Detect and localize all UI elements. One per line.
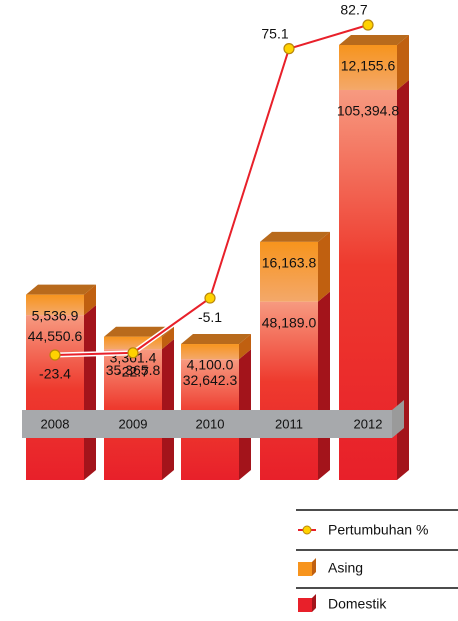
legend-marker	[302, 525, 312, 535]
bar	[26, 294, 84, 316]
data-label: 16,163.8	[262, 255, 317, 271]
legend: Pertumbuhan % Asing Domestik	[296, 509, 458, 612]
x-tick-label: 2008	[41, 416, 70, 431]
data-label: 5,536.9	[32, 307, 79, 323]
legend-swatch-3d	[312, 594, 316, 612]
legend-swatch	[298, 598, 312, 612]
bar-top	[339, 35, 409, 45]
bar	[181, 344, 239, 360]
bar	[260, 241, 318, 302]
bar-side	[84, 284, 96, 316]
bar	[260, 301, 318, 480]
bar-side	[397, 35, 409, 90]
data-label: 105,394.8	[337, 103, 399, 119]
bar-top	[181, 334, 251, 345]
bar-side	[162, 326, 174, 350]
data-label: 4,100.0	[187, 357, 234, 373]
data-label: -22.7	[117, 364, 149, 380]
bar-side	[318, 291, 330, 480]
bar-top	[260, 231, 330, 242]
bar-side	[162, 339, 174, 480]
legend-label: Asing	[328, 560, 363, 576]
data-label: 75.1	[261, 25, 288, 41]
bar-side	[84, 305, 96, 480]
bar	[339, 45, 397, 90]
legend-label: Pertumbuhan %	[328, 522, 428, 538]
marker	[127, 347, 139, 359]
marker	[283, 43, 295, 55]
bar-side	[239, 334, 251, 360]
marker	[49, 349, 61, 361]
x-tick-label: 2010	[196, 416, 225, 431]
data-label: -5.1	[198, 309, 222, 325]
marker	[362, 19, 374, 31]
x-tick-label: 2012	[354, 416, 383, 431]
bar-top	[26, 284, 96, 295]
data-label: -23.4	[39, 366, 71, 382]
data-label: 82.7	[340, 2, 367, 18]
data-label: 35,365.8	[106, 362, 161, 378]
band-front	[22, 410, 392, 438]
data-label: 32,642.3	[183, 372, 238, 388]
bar-side	[397, 79, 409, 480]
data-label: 12,155.6	[341, 58, 396, 74]
legend-label: Domestik	[328, 596, 387, 612]
x-tick-label: 2009	[119, 416, 148, 431]
overlay: 20085,536.944,550.620093,361.435,365.820…	[28, 2, 400, 432]
year-band	[22, 400, 404, 438]
bar	[26, 315, 84, 480]
data-label: 48,189.0	[262, 314, 317, 330]
x-tick-label: 2011	[275, 416, 303, 431]
data-label: 44,550.6	[28, 328, 83, 344]
bar-side	[318, 231, 330, 302]
legend-swatch-3d	[312, 558, 316, 576]
marker	[204, 292, 216, 304]
legend-swatch	[298, 562, 312, 576]
